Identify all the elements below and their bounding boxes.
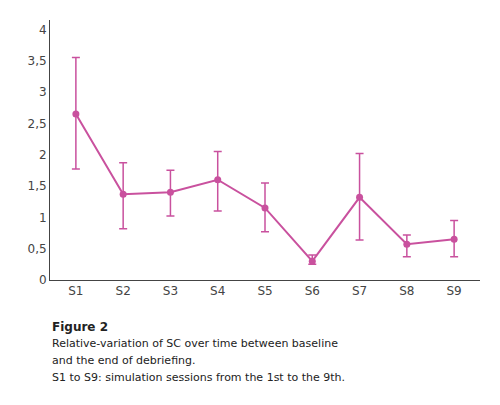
svg-text:3: 3 — [39, 85, 47, 99]
svg-text:S1: S1 — [68, 284, 83, 298]
svg-text:3,5: 3,5 — [28, 54, 47, 68]
svg-text:S2: S2 — [116, 284, 131, 298]
svg-text:1: 1 — [39, 211, 47, 225]
svg-text:S7: S7 — [352, 284, 367, 298]
svg-text:S8: S8 — [399, 284, 414, 298]
svg-text:0: 0 — [39, 273, 47, 287]
svg-text:S1 to S9: simulation sessions: S1 to S9: simulation sessions from the 1… — [52, 371, 345, 384]
svg-text:S4: S4 — [210, 284, 225, 298]
svg-text:Figure 2: Figure 2 — [52, 320, 108, 334]
svg-text:2,5: 2,5 — [28, 117, 47, 131]
svg-text:and the end of debriefing.: and the end of debriefing. — [52, 354, 196, 367]
svg-text:S3: S3 — [163, 284, 178, 298]
svg-text:1,5: 1,5 — [28, 179, 47, 193]
svg-text:2: 2 — [39, 148, 47, 162]
svg-text:4: 4 — [39, 23, 47, 37]
svg-text:S5: S5 — [257, 284, 272, 298]
svg-text:S6: S6 — [305, 284, 320, 298]
svg-text:S9: S9 — [446, 284, 461, 298]
svg-text:Relative-variation of SC over: Relative-variation of SC over time betwe… — [52, 337, 338, 350]
svg-text:0,5: 0,5 — [28, 242, 47, 256]
